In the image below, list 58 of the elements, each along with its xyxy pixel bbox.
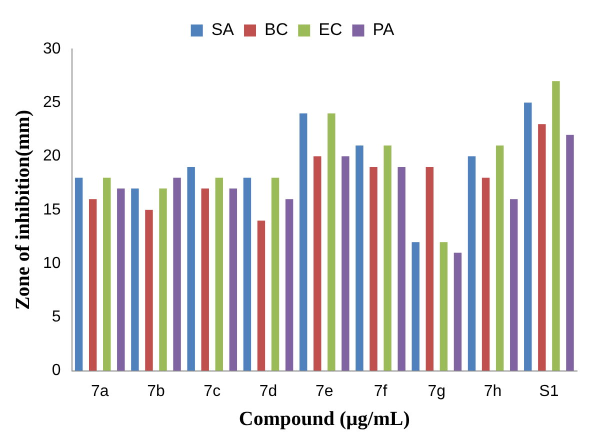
y-tick-label: 5 xyxy=(52,308,61,326)
y-tick-label: 30 xyxy=(43,40,61,58)
bar xyxy=(384,146,392,371)
bar xyxy=(145,210,153,371)
bar xyxy=(398,166,406,371)
bar xyxy=(342,156,350,371)
x-tick-label: 7f xyxy=(374,382,388,400)
y-tick-label: 0 xyxy=(52,362,61,380)
x-axis-title: Compound (µg/mL) xyxy=(238,408,410,430)
legend-label: SA xyxy=(211,20,235,40)
bar xyxy=(103,178,111,371)
bar xyxy=(131,188,139,371)
bar xyxy=(201,188,209,371)
x-tick-label: 7d xyxy=(259,382,278,400)
bar xyxy=(314,156,322,371)
x-tick-label: 7h xyxy=(484,382,502,400)
y-tick-label: 20 xyxy=(43,148,61,165)
bar xyxy=(299,113,308,371)
bar xyxy=(510,199,518,371)
y-tick-label: 15 xyxy=(43,201,61,218)
bar xyxy=(482,178,490,371)
bar xyxy=(454,252,462,371)
bar xyxy=(243,178,252,371)
y-axis-title: Zone of inhibition(mm) xyxy=(12,110,34,310)
bar xyxy=(370,166,378,371)
bar xyxy=(257,220,266,371)
bar xyxy=(117,188,125,371)
bar xyxy=(552,81,560,371)
x-tick-label: 7c xyxy=(204,382,221,400)
bar xyxy=(271,178,280,371)
bar xyxy=(74,178,83,371)
x-tick-label: 7g xyxy=(428,382,446,400)
bar xyxy=(285,199,294,371)
bar xyxy=(88,199,97,371)
bar xyxy=(440,242,448,371)
bar xyxy=(215,178,224,371)
bar xyxy=(356,146,364,371)
legend-label: PA xyxy=(372,20,395,40)
y-tick-label: 10 xyxy=(43,254,61,272)
y-tick-label: 25 xyxy=(43,94,61,112)
bar xyxy=(426,166,434,371)
bar xyxy=(566,134,574,371)
bar xyxy=(496,146,504,371)
bar xyxy=(538,124,546,371)
x-tick-label: 7e xyxy=(316,382,334,400)
x-tick-label: 7a xyxy=(90,382,109,400)
bar xyxy=(187,166,195,371)
bar xyxy=(159,188,167,371)
legend-label: BC xyxy=(264,20,288,40)
bar xyxy=(524,102,532,371)
bar xyxy=(173,178,181,371)
x-tick-label: 7b xyxy=(147,382,165,400)
legend-label: EC xyxy=(318,20,342,40)
x-tick-label: S1 xyxy=(539,382,559,400)
bar xyxy=(328,113,336,371)
bar xyxy=(468,156,476,371)
bar xyxy=(229,188,238,371)
bar xyxy=(412,242,420,371)
